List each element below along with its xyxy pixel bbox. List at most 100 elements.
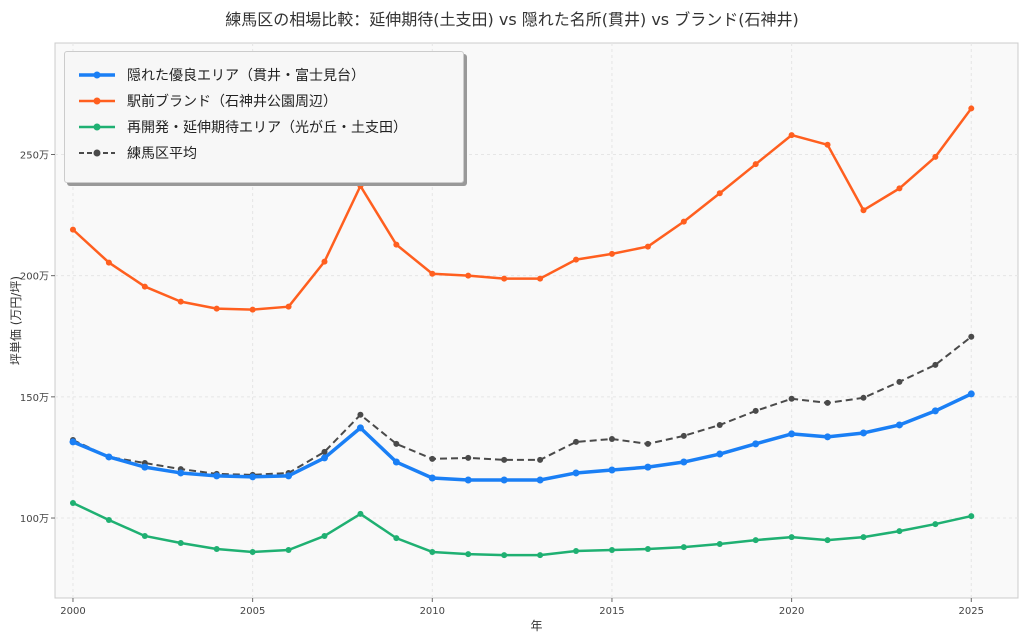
data-point bbox=[465, 454, 472, 461]
x-axis-label: 年 bbox=[530, 619, 542, 633]
data-point bbox=[285, 472, 293, 480]
data-point bbox=[429, 548, 436, 555]
legend-label: 再開発・延伸期待エリア（光が丘・土支田） bbox=[127, 120, 407, 136]
data-point bbox=[429, 455, 436, 462]
data-point bbox=[788, 534, 795, 541]
y-tick-label: 200万 bbox=[20, 272, 49, 283]
data-point bbox=[860, 207, 867, 214]
series-line bbox=[72, 392, 973, 482]
data-point bbox=[213, 546, 220, 553]
data-point bbox=[537, 275, 544, 282]
x-tick-label: 2005 bbox=[240, 606, 265, 617]
data-point bbox=[321, 448, 328, 455]
x-tick-label: 2025 bbox=[959, 606, 984, 617]
series-line bbox=[72, 501, 972, 557]
data-point bbox=[680, 432, 687, 439]
data-point bbox=[931, 407, 939, 415]
data-point bbox=[393, 440, 400, 447]
data-point bbox=[608, 436, 615, 443]
data-point bbox=[321, 258, 328, 265]
legend-swatch bbox=[79, 149, 115, 157]
x-tick-label: 2015 bbox=[599, 606, 624, 617]
data-point bbox=[357, 411, 364, 418]
data-point bbox=[824, 399, 831, 406]
data-point bbox=[177, 539, 184, 546]
data-point bbox=[392, 458, 400, 466]
data-point bbox=[932, 521, 939, 528]
legend-swatch bbox=[79, 97, 115, 105]
data-point bbox=[105, 259, 112, 266]
data-point bbox=[141, 532, 148, 539]
data-point bbox=[501, 275, 508, 282]
data-point bbox=[968, 513, 975, 520]
data-point bbox=[213, 472, 221, 480]
data-point bbox=[141, 283, 148, 290]
data-point bbox=[716, 421, 723, 428]
data-point bbox=[536, 476, 544, 484]
data-point bbox=[177, 298, 184, 305]
data-point bbox=[356, 424, 364, 432]
data-point bbox=[608, 250, 615, 257]
data-point bbox=[932, 153, 939, 160]
data-point bbox=[716, 450, 724, 458]
y-tick-label: 250万 bbox=[20, 150, 49, 161]
legend-swatch bbox=[79, 123, 115, 131]
data-point bbox=[716, 540, 723, 547]
legend-item: 再開発・延伸期待エリア（光が丘・土支田） bbox=[77, 115, 407, 139]
y-tick-label: 150万 bbox=[20, 393, 49, 404]
data-point bbox=[788, 132, 795, 139]
legend-item: 駅前ブランド（石神井公園周辺） bbox=[77, 89, 337, 113]
data-point bbox=[213, 305, 220, 312]
data-point bbox=[644, 463, 652, 471]
data-point bbox=[393, 241, 400, 248]
data-point bbox=[500, 476, 508, 484]
data-point bbox=[285, 547, 292, 554]
data-point bbox=[320, 454, 328, 462]
data-point bbox=[177, 469, 185, 477]
data-point bbox=[69, 226, 76, 233]
x-tick-label: 2000 bbox=[60, 606, 85, 617]
data-point bbox=[896, 378, 903, 385]
data-point bbox=[249, 306, 256, 313]
data-point bbox=[896, 185, 903, 192]
data-point bbox=[393, 535, 400, 542]
data-point bbox=[608, 547, 615, 554]
data-point bbox=[896, 528, 903, 535]
data-point bbox=[752, 537, 759, 544]
data-point bbox=[680, 458, 688, 466]
data-point bbox=[249, 473, 257, 481]
data-point bbox=[573, 256, 580, 263]
data-point bbox=[69, 499, 76, 506]
data-point bbox=[537, 456, 544, 463]
data-point bbox=[968, 333, 975, 340]
data-point bbox=[644, 546, 651, 553]
legend: 隠れた優良エリア（貫井・富士見台） 駅前ブランド（石神井公園周辺） 再開発・延伸期待… bbox=[64, 51, 464, 183]
data-point bbox=[752, 440, 760, 448]
data-point bbox=[680, 544, 687, 551]
data-point bbox=[537, 552, 544, 559]
data-point bbox=[321, 532, 328, 539]
chart-title: 練馬区の相場比較：延伸期待(土支田) vs 隠れた名所(貫井) vs ブランド(… bbox=[225, 10, 799, 29]
y-axis-label: 坪単価 (万円/坪) bbox=[9, 276, 23, 365]
data-point bbox=[932, 361, 939, 368]
legend-swatch bbox=[79, 71, 115, 79]
data-point bbox=[824, 141, 831, 148]
data-point bbox=[464, 476, 472, 484]
data-point bbox=[69, 438, 77, 446]
data-point bbox=[859, 429, 867, 437]
data-point bbox=[501, 456, 508, 463]
legend-item: 隠れた優良エリア（貫井・富士見台） bbox=[77, 63, 365, 87]
legend-label: 練馬区平均 bbox=[127, 146, 197, 162]
series-line bbox=[72, 335, 972, 476]
data-point bbox=[788, 430, 796, 438]
x-tick-label: 2020 bbox=[779, 606, 804, 617]
y-tick-label: 100万 bbox=[20, 514, 49, 525]
legend-item: 練馬区平均 bbox=[77, 141, 197, 165]
data-point bbox=[967, 390, 975, 398]
data-point bbox=[429, 270, 436, 277]
data-point bbox=[105, 516, 112, 523]
data-point bbox=[357, 510, 364, 517]
data-point bbox=[465, 272, 472, 279]
data-point bbox=[860, 534, 867, 541]
data-point bbox=[465, 551, 472, 558]
